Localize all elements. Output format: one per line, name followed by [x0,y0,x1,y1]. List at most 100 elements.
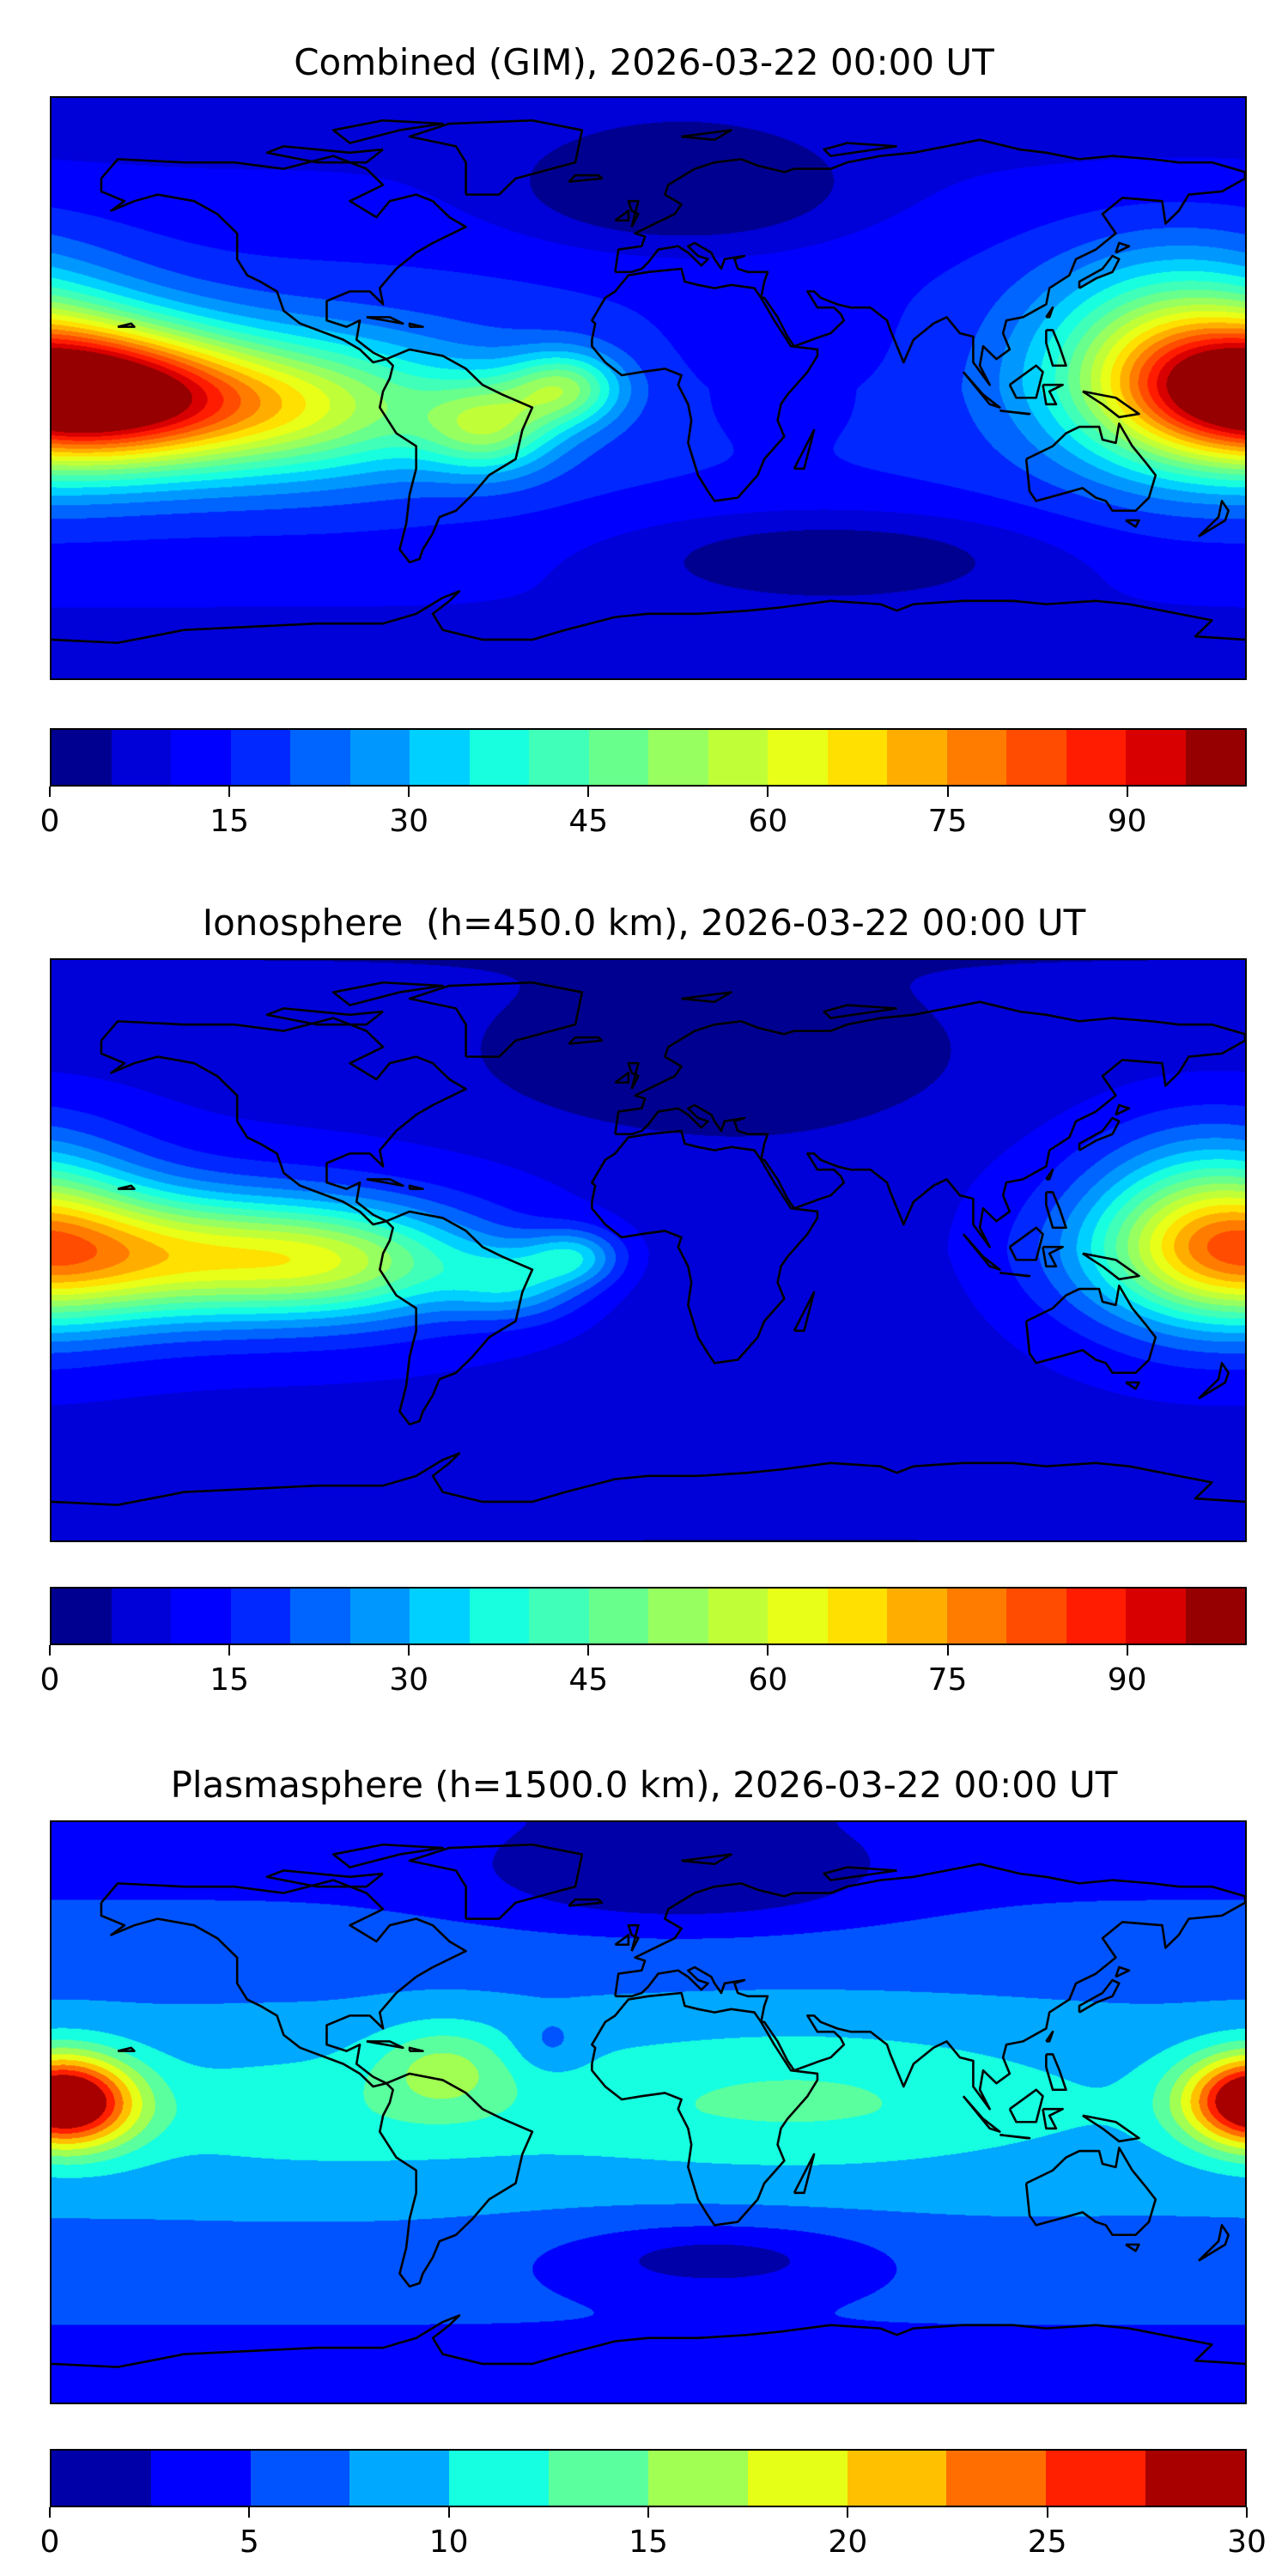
colorbar-swatch [230,730,290,785]
colorbar-swatch [349,1589,410,1643]
coastline [1078,1116,1121,1151]
coastline [614,210,630,222]
colorbar-plasmasphere [50,2449,1247,2507]
colorbar-swatch [887,1589,947,1643]
colorbar-swatch [111,730,171,785]
chart-title-ionosphere: Ionosphere (h=450.0 km), 2026-03-22 00:0… [202,902,1086,944]
coastline [408,118,584,196]
coastline [408,1184,424,1190]
colorbar-swatch [290,1589,350,1643]
colorbar-swatch [469,1589,529,1643]
colorbar-swatch [887,730,947,785]
coastline [614,1862,1245,2111]
colorbar-swatch [648,730,708,785]
coastline [681,991,732,1004]
colorbar-swatch [230,1589,290,1643]
colorbar-swatch [52,1589,112,1643]
coastline [1125,1381,1140,1390]
coastline [1045,1168,1054,1181]
coastline [265,145,384,164]
colorbar-swatch [708,730,768,785]
coastline [1008,1226,1044,1261]
colorbar-swatch [1066,1589,1126,1643]
map-ionosphere [50,958,1247,1542]
coastline [1008,364,1044,399]
colorbar-swatch [588,1589,648,1643]
colorbar-tick-label: 25 [1027,2524,1067,2560]
colorbar-swatch [549,2451,648,2506]
colorbar-tick-label: 75 [927,1662,968,1698]
colorbar-tick-label: 75 [927,804,968,839]
colorbar-tick-label: 15 [210,804,249,839]
coastline [1024,1285,1157,1375]
colorbar-tick-label: 30 [389,804,429,839]
colorbar-swatch [1006,730,1066,785]
colorbar-swatch [946,2451,1047,2506]
colorbar-swatch [449,2451,550,2506]
coastline [793,2153,816,2195]
colorbar-swatch [1145,2451,1245,2506]
coastline [1045,1191,1067,1230]
colorbar-swatch [1046,2451,1146,2506]
colorbar-swatch [250,2451,350,2506]
colorbar-swatch [708,1589,768,1643]
coastline [999,409,1031,416]
coastline [265,1007,384,1026]
colorbar-swatch [171,730,231,785]
coastline [962,2095,1001,2133]
coastline [1008,2088,1044,2123]
colorbar-tick-label: 0 [39,1662,60,1698]
coastline [379,2072,534,2288]
coastlines [52,118,1245,644]
colorbar-swatch [827,730,887,785]
coastline [100,1017,467,1226]
colorbar-tick-label: 20 [828,2524,868,2560]
colorbar-tick-label: 45 [568,804,609,839]
coastline [1045,2030,1054,2043]
chart-title-combined: Combined (GIM), 2026-03-22 00:00 UT [294,41,994,83]
coastline [1045,306,1054,319]
colorbar-swatch [946,1589,1006,1643]
colorbar-tick-label: 30 [389,1662,429,1698]
coastline [627,1061,640,1090]
colorbar-tick [1246,2507,1248,2518]
colorbar-swatch [469,730,529,785]
colorbar-tick [767,787,769,797]
coastline [1024,422,1157,513]
coastline [614,138,1245,386]
coastline [366,2040,404,2050]
colorbar-tick-label: 45 [568,1662,609,1698]
colorbar-tick [587,1645,590,1656]
coastline [627,1923,640,1952]
colorbar-tick [408,1645,410,1656]
coastline [1125,519,1140,528]
colorbar-swatch [588,730,648,785]
colorbar-swatch [349,730,410,785]
colorbar-swatch [150,2451,251,2506]
coastline [100,1879,467,2088]
colorbar-swatch [529,730,589,785]
coastline [1042,383,1064,406]
colorbar-swatch [1126,1589,1186,1643]
colorbar-swatch [171,1589,231,1643]
colorbar-tick [49,2507,51,2518]
colorbar-swatch [768,730,828,785]
colorbar-swatch [768,1589,828,1643]
colorbar-swatch [410,1589,470,1643]
colorbar-swatch [827,1589,887,1643]
colorbar-tick [647,2507,649,2518]
colorbar-ticks-ionosphere: 0 15 30 45 60 75 90 [40,1645,1247,1698]
colorbar-tick-label: 90 [1107,1662,1147,1698]
colorbar-swatch [747,2451,848,2506]
colorbar-tick-label: 60 [748,1662,788,1698]
coastline [1045,329,1067,368]
coastline [1042,2107,1064,2130]
colorbar-tick-label: 15 [210,1662,249,1698]
coastline [408,2046,424,2052]
colorbar-combined [50,728,1247,787]
coastline [408,1843,584,1920]
colorbar-tick [248,2507,251,2518]
colorbar-swatch [111,1589,171,1643]
coastline [1125,2243,1140,2252]
colorbar-swatch [52,2451,151,2506]
